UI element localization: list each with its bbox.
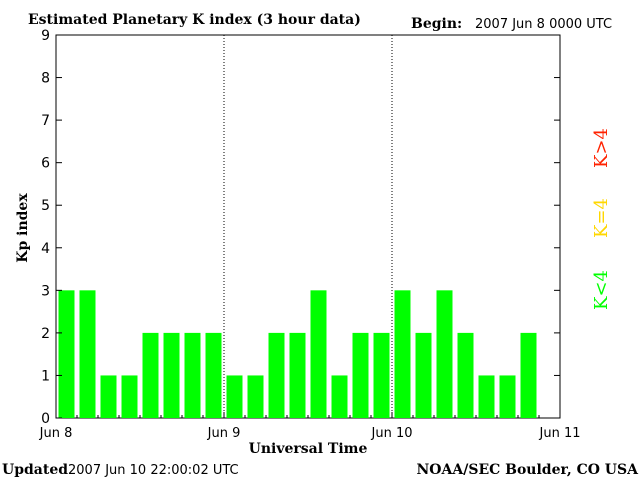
y-tick-label: 9 <box>41 28 50 44</box>
kp-bar <box>121 375 138 418</box>
chart-title: Estimated Planetary K index (3 hour data… <box>28 12 361 28</box>
plot-border <box>55 34 561 419</box>
legend-low: K<4 <box>591 270 612 310</box>
x-tick-label: Jun 9 <box>207 426 241 441</box>
kp-bar <box>79 290 96 418</box>
kp-bar <box>184 332 201 418</box>
y-axis-ticks: 0 1 2 3 4 5 6 7 8 9 <box>41 28 560 427</box>
kp-bar <box>142 332 159 418</box>
kp-bar <box>58 290 75 418</box>
begin-value: 2007 Jun 8 0000 UTC <box>475 17 612 32</box>
kp-bar <box>163 332 180 418</box>
y-tick-label: 1 <box>41 368 50 384</box>
kp-bar <box>457 332 474 418</box>
kp-bar <box>226 375 243 418</box>
kp-bar <box>331 375 348 418</box>
legend-equal: K=4 <box>591 198 612 238</box>
legend-high: K>4 <box>591 128 612 168</box>
y-axis-label: Kp index <box>15 193 31 263</box>
y-tick-label: 2 <box>41 326 50 342</box>
kp-bars <box>58 290 537 418</box>
day-separators <box>223 35 393 418</box>
kp-bar <box>205 332 222 418</box>
updated-label: Updated <box>2 462 68 478</box>
y-tick-label: 5 <box>41 198 50 214</box>
y-tick-label: 0 <box>41 411 50 427</box>
y-tick-label: 4 <box>41 241 50 257</box>
updated-value: 2007 Jun 10 22:00:02 UTC <box>68 463 239 478</box>
data-source: NOAA/SEC Boulder, CO USA <box>417 462 640 478</box>
y-tick-label: 6 <box>41 156 50 172</box>
begin-label: Begin: <box>411 16 462 32</box>
kp-bar <box>310 290 327 418</box>
kp-bar <box>289 332 306 418</box>
kp-bar <box>268 332 285 418</box>
x-axis-label: Universal Time <box>249 441 368 457</box>
kp-bar <box>436 290 453 418</box>
x-tick-label: Jun 11 <box>539 426 581 441</box>
kp-bar <box>520 332 537 418</box>
kp-bar <box>499 375 516 418</box>
plot-area <box>55 34 561 419</box>
kp-bar <box>478 375 495 418</box>
y-tick-label: 8 <box>41 71 50 87</box>
kp-bar <box>100 375 117 418</box>
kp-bar <box>247 375 264 418</box>
kp-bar <box>352 332 369 418</box>
kp-bar <box>394 290 411 418</box>
x-tick-label: Jun 10 <box>371 426 413 441</box>
y-tick-label: 7 <box>41 113 50 129</box>
x-tick-label: Jun 8 <box>39 426 73 441</box>
y-tick-label: 3 <box>41 283 50 299</box>
kp-bar <box>373 332 390 418</box>
kp-bar <box>415 332 432 418</box>
x-axis-ticks: Jun 8 Jun 9 Jun 10 Jun 11 <box>39 412 581 441</box>
